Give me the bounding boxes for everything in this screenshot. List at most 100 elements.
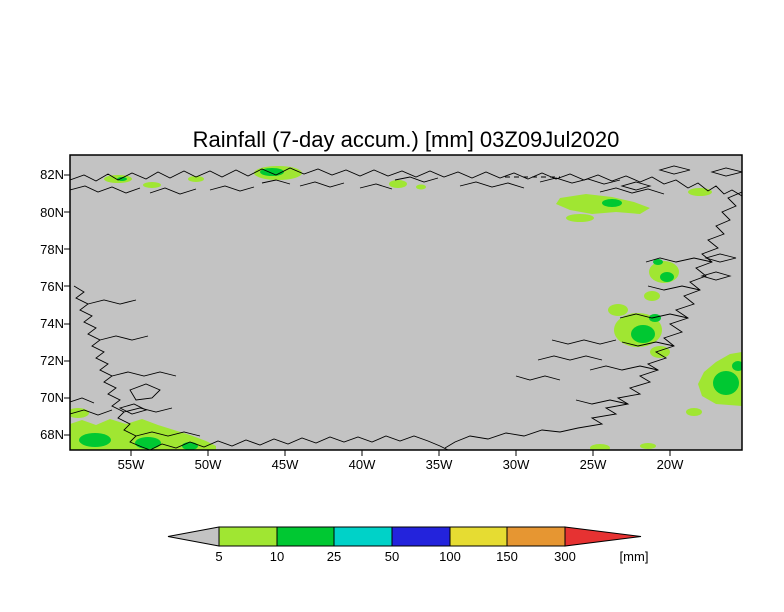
rain-patch-heavier — [660, 272, 674, 282]
coastline-fjord — [209, 185, 255, 192]
rain-patch — [566, 214, 594, 222]
island — [118, 403, 148, 415]
coastline-fjord — [70, 409, 113, 416]
colorbar-arrow-high — [564, 526, 642, 547]
coastline-fjord — [149, 187, 197, 195]
island — [620, 181, 652, 191]
rain-patch — [590, 444, 610, 450]
coastline-fjord — [575, 399, 629, 405]
rain-patch-heavier — [713, 371, 739, 395]
lon-tick-label: 20W — [656, 457, 684, 472]
rain-patch-heavier — [631, 325, 655, 343]
colorbar-level-label: 300 — [554, 549, 576, 564]
colorbar-level-label: 100 — [439, 549, 461, 564]
rain-patch — [640, 443, 656, 449]
coastline-fjord — [551, 339, 617, 345]
rain-patch — [688, 188, 712, 196]
axis-ticks — [64, 174, 671, 456]
coastline-fjord — [135, 431, 201, 437]
island — [129, 383, 161, 401]
lat-tick-label: 68N — [40, 427, 64, 442]
rain-patch-heavier — [649, 314, 661, 322]
chart-title: Rainfall (7-day accum.) [mm] 03Z09Jul202… — [192, 127, 620, 152]
coastline-west — [73, 285, 151, 450]
lat-tick-label: 72N — [40, 353, 64, 368]
colorbar-segment — [218, 526, 278, 547]
colorbar-arrow-low — [167, 526, 220, 547]
island — [700, 271, 732, 281]
coastline-fjord — [537, 355, 603, 361]
lon-tick-label: 45W — [271, 457, 299, 472]
coastline-fjord — [359, 183, 393, 190]
coastline-fjord — [87, 299, 137, 305]
lat-tick-label: 74N — [40, 316, 64, 331]
rain-patch — [188, 176, 204, 182]
map-background — [70, 155, 742, 450]
lat-tick-label: 82N — [40, 167, 64, 182]
coastline-fjord — [647, 285, 701, 291]
rain-patch — [416, 184, 426, 190]
lon-tick-label: 55W — [117, 457, 145, 472]
coastline-fjord — [619, 313, 689, 319]
coastline-fjord — [70, 397, 95, 404]
lat-tick-label: 70N — [40, 390, 64, 405]
colorbar-segment — [333, 526, 393, 547]
colorbar-segment — [449, 526, 508, 547]
coastline-fjord — [621, 341, 675, 347]
coastline-fjord — [261, 179, 291, 185]
colorbar-level-label: 50 — [384, 549, 400, 564]
rain-patch — [143, 182, 161, 188]
rain-patch — [686, 408, 702, 416]
lon-tick-label: 35W — [425, 457, 453, 472]
rain-patch-heavier — [732, 361, 742, 371]
colorbar-level-label: 10 — [269, 549, 285, 564]
lon-tick-label: 40W — [348, 457, 376, 472]
coastline-south — [149, 435, 449, 450]
colorbar-segment — [276, 526, 335, 547]
rain-patch — [608, 304, 628, 316]
lon-tick-label: 30W — [502, 457, 530, 472]
coastline-fjord — [123, 407, 173, 413]
lat-tick-label: 76N — [40, 279, 64, 294]
colorbar-level-label: 25 — [326, 549, 342, 564]
colorbar-segment — [391, 526, 451, 547]
coastline-fjord — [299, 181, 345, 188]
colorbar-segment — [506, 526, 566, 547]
lon-tick-label: 50W — [194, 457, 222, 472]
coastline-fjord — [599, 187, 665, 195]
island — [710, 167, 742, 177]
coastline-fjord — [99, 335, 149, 341]
rain-patch-heavier — [182, 442, 198, 450]
coastlines — [70, 165, 742, 450]
rain-patch — [650, 346, 670, 358]
lat-tick-label: 78N — [40, 242, 64, 257]
lon-tick-label: 25W — [579, 457, 607, 472]
colorbar — [167, 526, 642, 547]
island — [658, 165, 691, 175]
coastline-fjord — [111, 371, 177, 377]
rain-patch-heavier — [653, 259, 663, 265]
rain-patch-heavier — [135, 437, 161, 449]
colorbar-level-label: 150 — [496, 549, 518, 564]
coastline-fjord — [645, 257, 713, 263]
coastline-fjord — [459, 181, 525, 189]
coastline-fjord — [515, 375, 561, 381]
rain-patch-heavier — [602, 199, 622, 207]
coastline-north — [70, 167, 742, 197]
map-frame — [69, 154, 743, 451]
coastline-east — [444, 191, 742, 449]
rain-patch-heavier — [79, 433, 111, 447]
coastline-fjord — [70, 185, 141, 194]
colorbar-unit-label: [mm] — [619, 549, 649, 564]
coastline-fjord — [394, 176, 439, 183]
rain-patch — [644, 291, 660, 301]
coastline-fjord — [589, 365, 659, 371]
island — [704, 253, 737, 263]
rain-patch-heavier — [117, 177, 127, 181]
rain-patch — [389, 180, 407, 188]
colorbar-level-label: 5 — [215, 549, 223, 564]
lat-tick-label: 80N — [40, 205, 64, 220]
coastline-fjord — [539, 177, 621, 185]
